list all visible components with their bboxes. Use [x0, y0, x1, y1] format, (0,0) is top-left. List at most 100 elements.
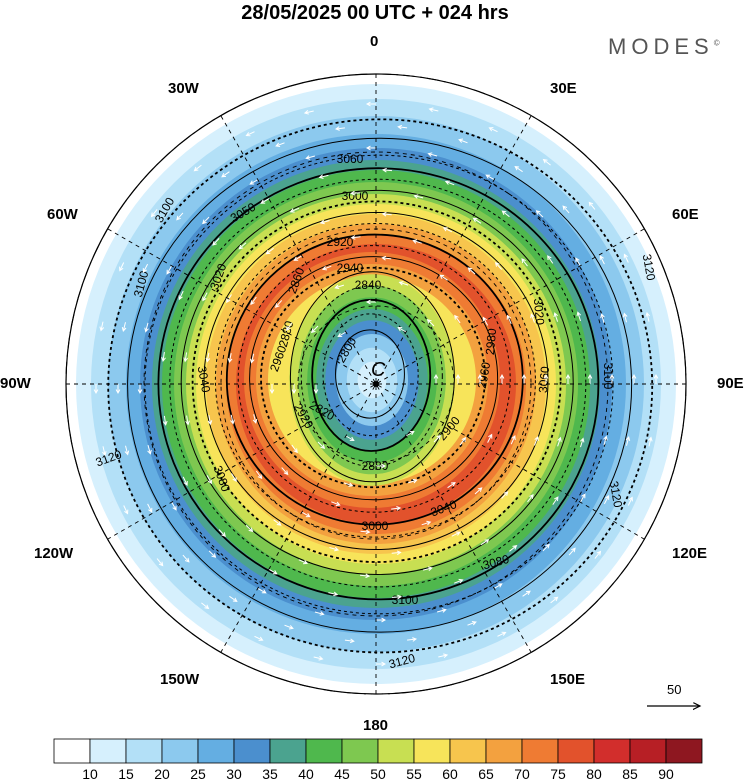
lon-label-60e: 60E	[672, 206, 699, 223]
wind-arrow	[477, 373, 483, 384]
wind-arrow	[514, 166, 523, 173]
wind-arrow	[501, 491, 509, 499]
colorbar-tick-label: 65	[478, 766, 494, 782]
contour-line-16	[127, 137, 633, 633]
wind-arrow	[407, 478, 418, 484]
wind-arrow	[600, 313, 605, 324]
wind-arrow	[313, 655, 324, 661]
wind-arrow	[376, 661, 387, 667]
colorbar-swatch	[557, 738, 595, 764]
colorbar-tick-label: 10	[82, 766, 98, 782]
wind-arrow	[397, 124, 408, 130]
contour-label: 3000	[362, 519, 389, 533]
wind-arrow	[205, 352, 211, 363]
colorbar-swatch	[629, 738, 667, 764]
wind-arrow	[493, 583, 503, 589]
lon-label-120e: 120E	[672, 545, 708, 562]
wind-arrow	[458, 138, 468, 144]
wind-arrow	[119, 262, 125, 272]
wind-arrow	[329, 546, 340, 552]
wind-arrow	[509, 545, 518, 552]
wind-arrow	[557, 436, 562, 447]
wind-arrow	[268, 568, 278, 575]
wind-arrow	[162, 415, 168, 426]
wind-arrow	[568, 547, 576, 556]
wind-arrow	[451, 531, 461, 537]
colorbar-tick-label: 35	[262, 766, 278, 782]
colorbar-swatch	[305, 738, 343, 764]
wind-arrow	[442, 227, 453, 233]
wind-arrow	[480, 539, 490, 546]
wind-arrow	[212, 238, 220, 246]
wind-arrow	[193, 164, 202, 172]
brand-logo: MODES©	[608, 34, 720, 59]
wind-arrow	[331, 501, 341, 507]
colorbar-swatch	[341, 738, 379, 764]
contour-line-11	[191, 200, 562, 563]
wind-arrow	[284, 624, 294, 630]
wind-arrow	[413, 194, 424, 199]
wind-vectors	[93, 101, 659, 667]
wind-arrow	[436, 608, 447, 613]
wind-arrow	[454, 578, 464, 584]
colorbar-swatch	[521, 738, 559, 764]
colorbar-tick-label: 20	[154, 766, 170, 782]
wind-arrow	[594, 550, 602, 559]
contour-line-13	[169, 178, 587, 588]
wind-arrow	[343, 482, 354, 487]
colorbar-swatch	[89, 738, 127, 764]
wind-arrow	[553, 312, 559, 322]
wind-arrow	[407, 637, 418, 642]
wind-arrow	[455, 373, 461, 384]
colorbar-tick-label: 50	[370, 766, 386, 782]
wind-arrow	[344, 638, 355, 644]
wind-arrow	[123, 505, 129, 515]
contour-label: 3000	[342, 189, 369, 203]
contour-line-8	[225, 233, 524, 526]
wind-arrow	[497, 631, 507, 637]
wind-arrow	[265, 247, 274, 255]
wind-arrow	[391, 550, 402, 556]
wind-arrow	[405, 430, 415, 437]
wind-arrow	[318, 174, 329, 179]
wind-arrow	[412, 239, 422, 244]
wind-arrow	[291, 384, 297, 395]
wind-arrow	[599, 255, 605, 265]
wind-arrow	[227, 353, 233, 364]
wind-arrow	[376, 617, 387, 623]
contour-label: 2880	[276, 319, 297, 349]
wind-arrow	[257, 587, 267, 594]
wind-arrow	[185, 415, 190, 426]
wind-arrow	[182, 554, 190, 563]
colorbar-swatch	[413, 738, 451, 764]
wind-arrow	[334, 284, 345, 290]
wind-arrow	[144, 322, 149, 333]
wind-arrow	[426, 318, 435, 327]
wind-arrow	[298, 559, 309, 565]
contour-line-0	[335, 329, 405, 419]
wind-arrow	[397, 326, 407, 333]
wind-arrow	[229, 595, 238, 602]
wind-arrow	[653, 373, 659, 384]
contour-label: 3120	[387, 651, 417, 672]
wind-arrow	[521, 258, 528, 267]
wind-arrow	[487, 433, 493, 443]
wind-arrow	[275, 142, 285, 147]
wind-arrow	[547, 255, 554, 264]
wind-arrow	[534, 436, 539, 446]
wind-arrow	[303, 110, 314, 115]
wind-arrow	[587, 373, 593, 384]
contour-label: 3060	[337, 152, 364, 166]
colorbar: 10 15 20 25 30 35 40 45 50 55 60 65 70 75 80 85 90	[53, 738, 703, 782]
wind-arrow	[488, 127, 498, 133]
wind-arrow	[93, 384, 99, 395]
contour-line-15	[144, 154, 614, 615]
wind-arrow	[269, 384, 275, 395]
wind-arrow	[365, 145, 376, 151]
contour-line-7	[237, 245, 511, 513]
wind-arrow	[171, 501, 177, 511]
wind-arrow	[467, 267, 476, 275]
contour-line-1	[322, 313, 419, 437]
wind-arrow	[391, 506, 402, 511]
